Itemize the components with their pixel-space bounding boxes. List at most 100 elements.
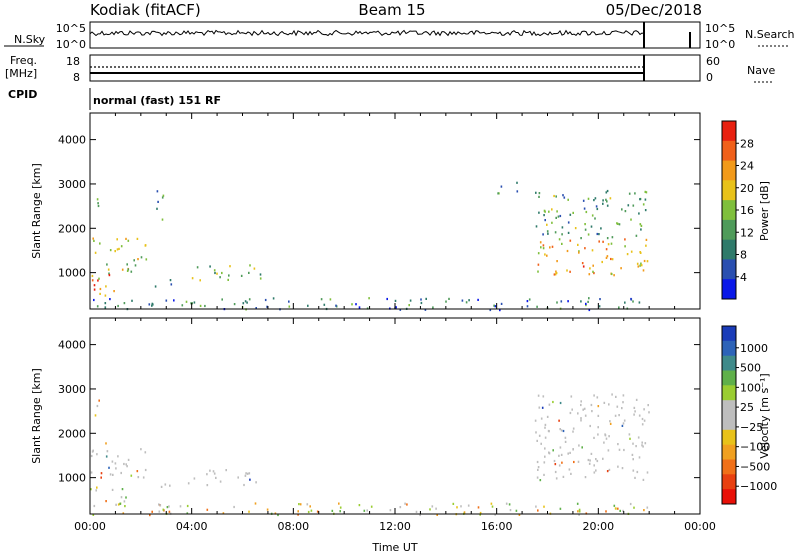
echo-cell bbox=[264, 298, 267, 302]
echo-cell bbox=[624, 238, 626, 241]
echo-cell bbox=[638, 456, 641, 459]
echo-cell bbox=[425, 297, 427, 300]
echo-cell bbox=[123, 500, 126, 503]
echo-cell bbox=[490, 502, 493, 505]
echo-cell bbox=[621, 467, 624, 470]
echo-cell bbox=[543, 473, 545, 476]
echo-cell bbox=[591, 214, 594, 217]
echo-cell bbox=[540, 417, 543, 420]
echo-cell bbox=[233, 505, 235, 509]
echo-cell bbox=[539, 479, 542, 482]
echo-cell bbox=[93, 284, 96, 287]
echo-cell bbox=[544, 436, 547, 439]
velocity-y-axis-label: Slant Range [km] bbox=[30, 368, 43, 464]
echo-cell bbox=[602, 199, 604, 202]
echo-cell bbox=[432, 306, 434, 309]
echo-cell bbox=[98, 277, 100, 280]
echo-cell bbox=[610, 242, 613, 245]
echo-cell bbox=[249, 478, 251, 481]
colorbar-tick-label: 8 bbox=[740, 249, 747, 262]
colorbar-tick-label: −100 bbox=[740, 441, 770, 454]
echo-cell bbox=[541, 406, 544, 409]
echo-cell bbox=[137, 476, 140, 479]
echo-cell bbox=[593, 394, 595, 397]
echo-cell bbox=[331, 509, 334, 512]
echo-cell bbox=[97, 279, 99, 282]
colorbar-segment bbox=[722, 239, 736, 260]
echo-cell bbox=[595, 469, 597, 472]
echo-cell bbox=[99, 287, 102, 291]
echo-cell bbox=[435, 507, 437, 510]
echo-cell bbox=[581, 262, 584, 265]
echo-cell bbox=[246, 301, 248, 304]
echo-cell bbox=[554, 470, 557, 474]
echo-cell bbox=[248, 472, 251, 475]
echo-cell bbox=[179, 505, 182, 508]
echo-cell bbox=[551, 245, 554, 248]
echo-cell bbox=[255, 307, 257, 310]
nsky-trace bbox=[89, 29, 645, 37]
echo-cell bbox=[632, 442, 634, 445]
echo-cell bbox=[580, 417, 582, 420]
echo-cell bbox=[121, 488, 124, 491]
echo-cell bbox=[643, 509, 645, 512]
echo-cell bbox=[616, 222, 618, 225]
nave-label: Nave bbox=[747, 64, 775, 77]
echo-cell bbox=[95, 489, 97, 492]
echo-cell bbox=[125, 496, 127, 499]
echo-cell bbox=[636, 262, 639, 265]
x-tick-label: 00:00 bbox=[74, 520, 106, 533]
echo-cell bbox=[509, 509, 512, 512]
echo-cell bbox=[559, 214, 562, 218]
y-tick-label: 2000 bbox=[58, 222, 86, 235]
echo-cell bbox=[109, 249, 112, 252]
y-tick-label: 4000 bbox=[58, 134, 86, 147]
echo-cell bbox=[553, 459, 556, 463]
echo-cell bbox=[555, 270, 557, 273]
echo-cell bbox=[617, 465, 619, 468]
echo-cell bbox=[193, 477, 196, 480]
echo-cell bbox=[465, 301, 468, 304]
echo-cell bbox=[582, 265, 585, 268]
echo-cell bbox=[158, 510, 161, 513]
echo-cell bbox=[641, 441, 643, 444]
echo-cell bbox=[557, 215, 560, 218]
echo-cell bbox=[593, 199, 595, 202]
echo-cell bbox=[494, 513, 496, 516]
echo-cell bbox=[596, 396, 599, 399]
echo-cell bbox=[644, 190, 647, 193]
echo-cell bbox=[96, 198, 99, 201]
echo-cell bbox=[216, 272, 218, 275]
freq-panel: Freq. [MHz] 18 8 60 0 Nave bbox=[5, 54, 775, 84]
echo-cell bbox=[572, 448, 574, 451]
velocity-x-ticks: 00:00 04:00 08:00 12:00 16:00 20:00 00:00 bbox=[74, 318, 716, 533]
echo-cell bbox=[561, 461, 563, 464]
echo-cell bbox=[420, 298, 422, 301]
y-tick-label: 1000 bbox=[58, 472, 86, 485]
echo-cell bbox=[307, 510, 310, 514]
echo-cell bbox=[199, 304, 202, 307]
echo-cell bbox=[631, 453, 634, 456]
echo-cell bbox=[640, 228, 642, 231]
echo-cell bbox=[272, 297, 275, 300]
date-title: 05/Dec/2018 bbox=[606, 1, 702, 19]
echo-cell bbox=[162, 508, 165, 511]
echo-cell bbox=[624, 301, 626, 304]
echo-cell bbox=[608, 435, 610, 438]
echo-cell bbox=[645, 191, 648, 194]
echo-cell bbox=[588, 462, 591, 465]
echo-cell bbox=[551, 208, 553, 211]
echo-cell bbox=[589, 424, 591, 428]
echo-cell bbox=[546, 254, 548, 257]
colorbar-segment bbox=[722, 180, 736, 201]
echo-cell bbox=[461, 299, 464, 302]
echo-cell bbox=[555, 216, 557, 219]
echo-cell bbox=[109, 298, 111, 301]
echo-cell bbox=[569, 239, 572, 242]
velocity-colorbar-label: Velocity [m s⁻¹] bbox=[758, 373, 771, 458]
echo-cell bbox=[125, 237, 127, 240]
echo-cell bbox=[436, 513, 438, 516]
echo-cell bbox=[215, 476, 217, 479]
echo-cell bbox=[568, 468, 571, 471]
echo-cell bbox=[542, 395, 545, 398]
